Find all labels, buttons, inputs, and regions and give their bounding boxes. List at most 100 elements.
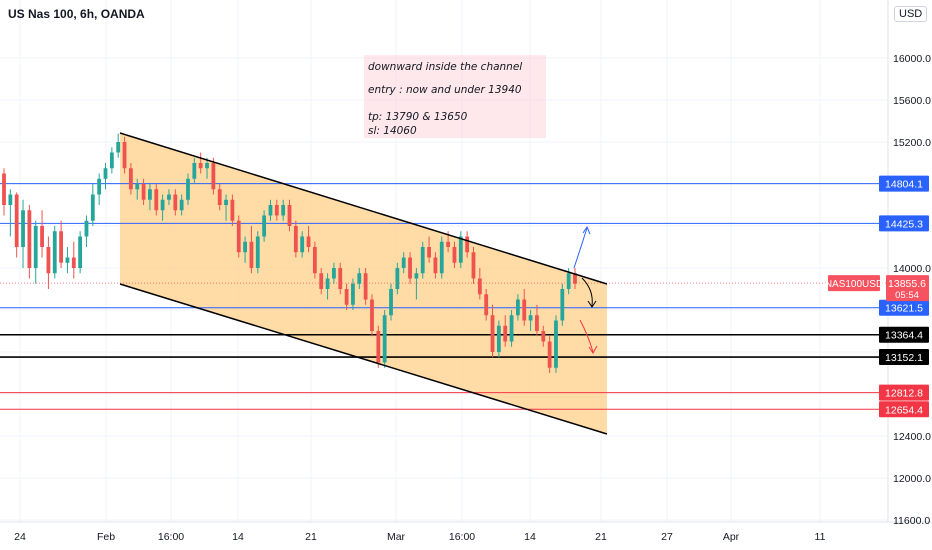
level-badge — [879, 326, 929, 343]
level-badge — [879, 349, 929, 366]
candle-body — [46, 247, 51, 274]
level-badge-label: 13364.4 — [885, 330, 923, 342]
candle-body — [535, 315, 539, 331]
candle-body — [547, 341, 552, 368]
price-tick-label: 15600.0 — [893, 95, 931, 107]
candle-body — [173, 194, 178, 211]
candle-body — [541, 331, 546, 342]
level-badge-label: 12654.4 — [885, 404, 923, 416]
candle-body — [528, 315, 533, 321]
candle-body — [471, 252, 476, 279]
candle-body — [503, 325, 508, 342]
currency-selector[interactable]: USD — [894, 6, 928, 22]
candle-body — [8, 194, 13, 205]
candle-body — [128, 168, 133, 190]
level-badge — [879, 401, 929, 418]
candle-body — [160, 199, 165, 211]
time-tick-label: Mar — [387, 531, 406, 543]
time-tick-label: 14 — [232, 531, 244, 543]
bar-countdown: 05:54 — [895, 290, 919, 301]
candle-body — [198, 163, 203, 169]
candle-body — [490, 315, 495, 352]
candle-body — [179, 199, 184, 211]
price-tick-label: 16000.0 — [893, 53, 931, 65]
time-tick-label: 16:00 — [449, 531, 475, 543]
candle-body — [465, 236, 470, 253]
level-badge-label: 13152.1 — [885, 352, 923, 364]
candle-body — [560, 289, 565, 321]
last-price-badge — [886, 275, 929, 302]
candle-body — [116, 142, 121, 153]
level-badges: 14804.1 14425.3 13621.5 13364.4 13152.1 12812… — [879, 175, 929, 418]
candle-body — [357, 273, 362, 284]
horizontal-levels — [0, 183, 888, 410]
candle-body — [401, 257, 406, 268]
level-badge — [879, 299, 929, 316]
candle-body — [414, 273, 419, 279]
chart-title: US Nas 100, 6h, OANDA — [8, 7, 145, 21]
last-price-value: 13855.6 — [888, 278, 926, 290]
arrow-up-blue — [573, 227, 588, 269]
candle-body — [148, 189, 152, 200]
candle-body — [515, 299, 520, 316]
candle-body — [477, 278, 482, 295]
candle-body — [268, 205, 273, 216]
time-tick-label: 21 — [595, 531, 607, 543]
candle-body — [192, 163, 197, 179]
candle-body — [452, 247, 457, 263]
candle-body — [122, 142, 127, 169]
time-tick-label: 16:00 — [158, 531, 184, 543]
time-tick-label: 27 — [661, 531, 673, 543]
projection-arrows — [573, 225, 598, 354]
note-line-4: sl: 14060 — [368, 125, 417, 137]
candle-body — [566, 273, 571, 289]
candle-body — [40, 226, 44, 247]
candle-body — [249, 241, 254, 268]
candle-body — [344, 289, 349, 305]
price-axis[interactable]: 16000.0 15600.0 15200.0 14000.0 12400.0 12000… — [893, 53, 931, 527]
candle-body — [281, 205, 286, 216]
candle-body — [427, 247, 431, 258]
candle-body — [205, 163, 209, 169]
time-tick-label: Apr — [723, 531, 740, 543]
candle-body — [408, 257, 412, 279]
candle-body — [458, 236, 463, 263]
candle-body — [300, 236, 305, 253]
candle-body — [439, 241, 444, 274]
symbol-label: NAS100USD — [825, 279, 883, 290]
candle-body — [274, 205, 279, 216]
note-line-3: tp: 13790 & 13650 — [368, 111, 468, 123]
time-tick-label: Feb — [97, 531, 115, 543]
candle-body — [376, 331, 381, 363]
level-badge — [879, 384, 929, 401]
trade-note: downward inside the channel entry : now … — [364, 55, 546, 138]
candle-body — [522, 299, 527, 321]
candle-body — [90, 194, 95, 221]
channel-lower-line — [119, 283, 608, 435]
price-tick-label: 12400.0 — [893, 431, 931, 443]
candle-body — [27, 210, 32, 268]
candle-body — [446, 241, 451, 247]
candle-body — [509, 315, 514, 342]
candle-body — [325, 278, 330, 289]
candle-body — [71, 257, 76, 268]
candle-body — [103, 168, 108, 179]
candle-body — [554, 320, 558, 368]
candle-body — [97, 178, 102, 195]
candle-body — [496, 325, 501, 352]
candle-body — [21, 210, 25, 247]
arrow-down-black-head — [587, 300, 597, 308]
candle-body — [224, 199, 228, 205]
candle-body — [338, 268, 343, 289]
candle-body — [243, 241, 247, 253]
arrow-down-black — [581, 277, 593, 307]
candle-body — [2, 173, 6, 205]
candle-body — [312, 247, 317, 274]
candle-body — [420, 247, 425, 274]
time-axis[interactable]: 24 Feb 16:00 14 21 Mar 16:00 14 21 27 Apr 11 — [14, 531, 825, 543]
candle-body — [186, 178, 190, 200]
candle-body — [395, 268, 400, 289]
candle-body — [484, 294, 489, 316]
candle-body — [319, 273, 324, 289]
